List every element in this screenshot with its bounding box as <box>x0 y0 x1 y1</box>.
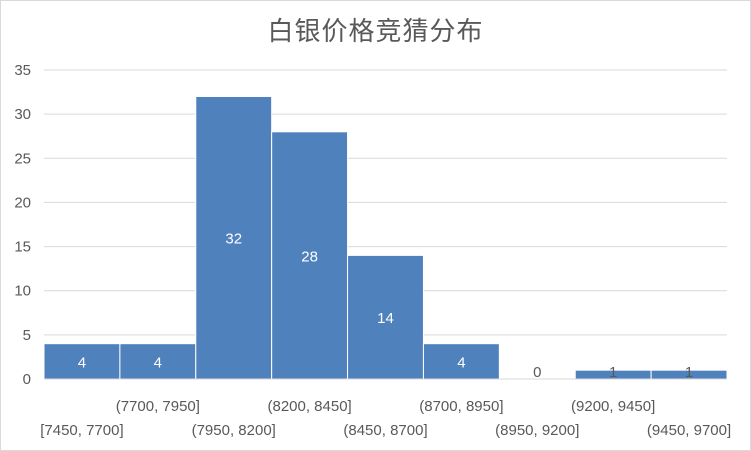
data-label: 14 <box>377 310 394 327</box>
x-tick-label: (8700, 8950] <box>419 398 503 415</box>
data-label: 4 <box>78 354 86 371</box>
data-label: 32 <box>225 231 242 248</box>
y-tick-label: 35 <box>14 62 31 79</box>
y-tick-label: 20 <box>14 194 31 211</box>
chart-title: 白银价格竞猜分布 <box>267 17 484 47</box>
y-tick-label: 30 <box>14 106 31 123</box>
x-tick-label: (7700, 7950] <box>116 398 200 415</box>
y-tick-label: 10 <box>14 283 31 300</box>
x-tick-label: (8950, 9200] <box>495 422 579 439</box>
data-label: 4 <box>457 354 465 371</box>
histogram-bar <box>347 254 424 380</box>
x-tick-label: (9450, 9700] <box>647 422 731 439</box>
x-tick-label: [7450, 7700] <box>40 422 123 439</box>
x-tick-label: (8450, 8700] <box>343 422 427 439</box>
histogram-bar <box>195 95 273 380</box>
x-tick-label: (8200, 8450] <box>267 398 351 415</box>
data-label: 1 <box>685 364 693 381</box>
histogram-bar <box>422 343 500 380</box>
data-label: 0 <box>533 364 541 381</box>
histogram-bar <box>271 131 349 380</box>
y-tick-label: 25 <box>14 150 31 167</box>
x-tick-label: (9200, 9450] <box>571 398 655 415</box>
y-tick-label: 0 <box>23 371 31 388</box>
y-tick-label: 5 <box>23 327 31 344</box>
x-tick-label: (7950, 8200] <box>192 422 276 439</box>
data-label: 1 <box>609 364 617 381</box>
histogram-bar <box>43 343 121 380</box>
data-label: 4 <box>154 354 162 371</box>
y-tick-label: 15 <box>14 239 31 256</box>
data-label: 28 <box>301 248 318 265</box>
histogram-bar <box>119 343 197 380</box>
